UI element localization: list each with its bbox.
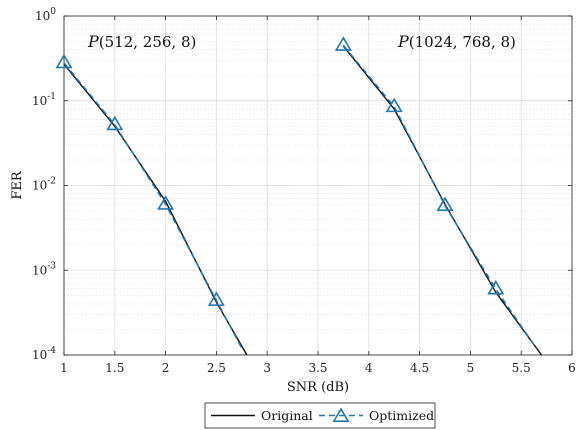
x-tick-label: 2 bbox=[162, 361, 170, 375]
code-label-p1: P(512, 256, 8) bbox=[87, 32, 196, 51]
x-tick-label: 3.5 bbox=[308, 361, 327, 375]
legend-label: Optimized bbox=[369, 408, 434, 423]
series-line bbox=[342, 45, 543, 356]
triangle-marker bbox=[157, 195, 175, 210]
x-tick-label: 4.5 bbox=[410, 361, 429, 375]
x-tick-label: 1.5 bbox=[105, 361, 124, 375]
y-tick-label: 10-2 bbox=[32, 177, 56, 193]
x-tick-label: 5 bbox=[467, 361, 475, 375]
series-optimized-p2 bbox=[334, 36, 538, 349]
series-group bbox=[55, 36, 543, 356]
triangle-marker bbox=[436, 196, 454, 211]
x-tick-label: 6 bbox=[568, 361, 576, 375]
x-tick-label: 3 bbox=[263, 361, 271, 375]
series-original-p2 bbox=[342, 45, 543, 356]
grid bbox=[63, 15, 573, 356]
annotations: P(512, 256, 8) P(1024, 768, 8) bbox=[87, 32, 516, 51]
series-optimized-p1 bbox=[55, 53, 243, 349]
series-line bbox=[342, 44, 538, 349]
y-tick-label: 100 bbox=[35, 7, 56, 23]
code-label-p2: P(1024, 768, 8) bbox=[397, 32, 516, 51]
triangle-marker bbox=[55, 53, 73, 69]
y-tick-label: 10-4 bbox=[32, 346, 56, 362]
y-tick-label: 10-3 bbox=[32, 261, 56, 277]
x-tick-label: 1 bbox=[60, 361, 68, 375]
triangle-marker bbox=[487, 279, 505, 295]
axes: 1 1.5 2 2.5 3 3.5 4 4.5 5 5.5 6 100 10-1 10-2 10-3 10-4… bbox=[10, 7, 576, 395]
y-axis-title: FER bbox=[10, 170, 25, 200]
legend: Original Optimized bbox=[204, 402, 436, 429]
x-tick-label: 4 bbox=[365, 361, 373, 375]
triangle-marker bbox=[334, 36, 352, 51]
x-tick-label: 5.5 bbox=[512, 361, 531, 375]
legend-item-optimized: Optimized bbox=[319, 407, 434, 423]
triangle-marker bbox=[207, 291, 225, 306]
x-axis-title: SNR (dB) bbox=[287, 380, 349, 395]
x-tick-label: 2.5 bbox=[207, 361, 226, 375]
y-tick-label: 10-1 bbox=[32, 92, 56, 108]
triangle-marker bbox=[106, 115, 124, 131]
legend-label: Original bbox=[261, 408, 313, 423]
series-line bbox=[63, 62, 243, 349]
triangle-marker bbox=[332, 407, 350, 422]
legend-item-original: Original bbox=[211, 408, 313, 423]
triangle-marker bbox=[385, 97, 403, 113]
